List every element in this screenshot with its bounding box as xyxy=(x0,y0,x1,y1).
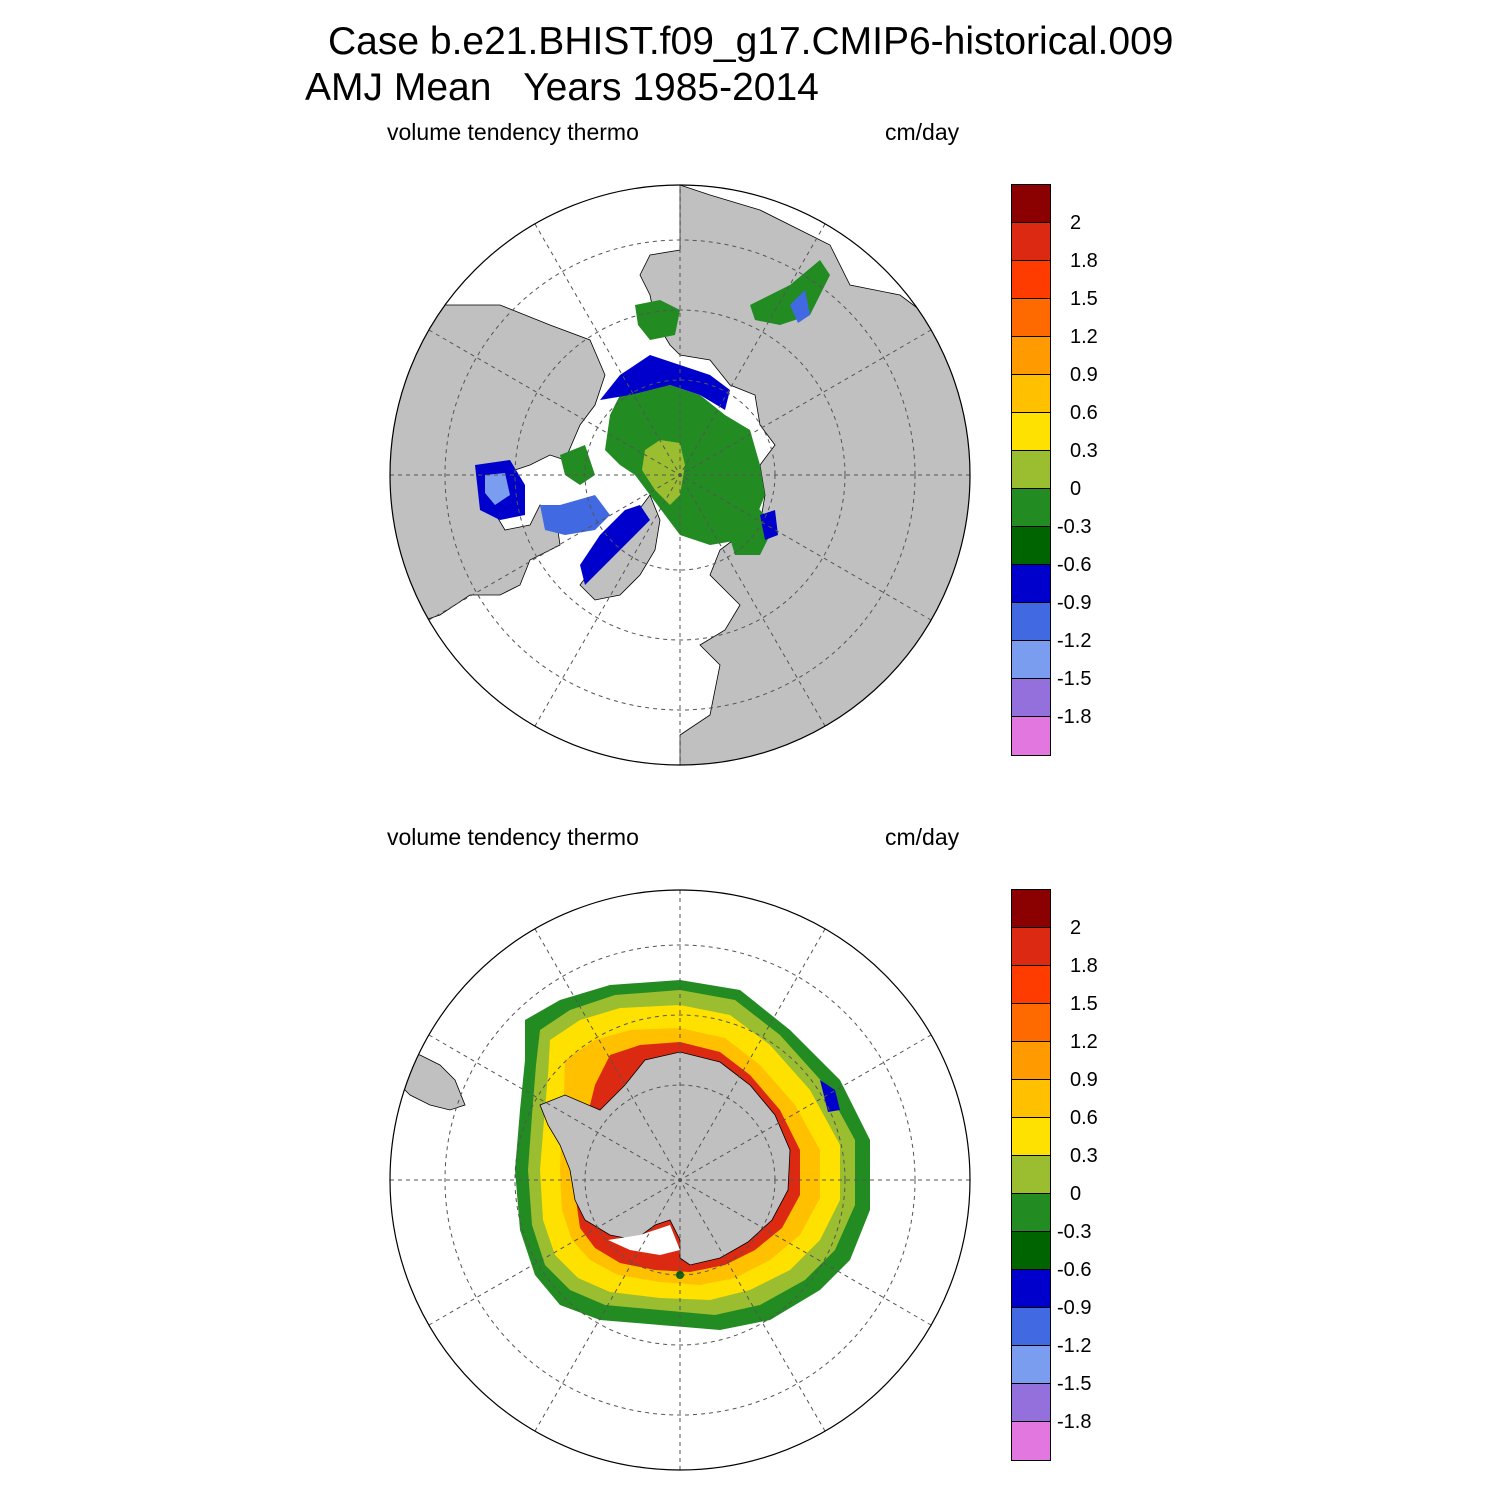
nh-map-border xyxy=(389,184,971,766)
south-colorbar-swatch xyxy=(1012,1042,1050,1080)
north-colorbar-tick-label: -1.5 xyxy=(1057,668,1092,690)
south-colorbar-tick-label: -1.2 xyxy=(1057,1335,1092,1357)
south-colorbar xyxy=(1011,889,1051,1461)
south-colorbar-swatch xyxy=(1012,1346,1050,1384)
north-colorbar-tick-label: 1.8 xyxy=(1070,250,1098,272)
south-colorbar-tick-label: -1.5 xyxy=(1057,1373,1092,1395)
nh-bering-green xyxy=(635,300,680,340)
sh-ice-blue-patch xyxy=(820,1080,840,1112)
south-colorbar-tick-label: 1.2 xyxy=(1070,1031,1098,1053)
south-colorbar-tick-label: 0.3 xyxy=(1070,1145,1098,1167)
sh-weddell-open-water xyxy=(608,1225,680,1255)
south-colorbar-tick-label: -0.9 xyxy=(1057,1297,1092,1319)
north-colorbar-swatch xyxy=(1012,375,1050,413)
north-colorbar-swatch xyxy=(1012,565,1050,603)
nh-hudson-bay-lightblue xyxy=(485,473,510,505)
north-colorbar-swatch xyxy=(1012,261,1050,299)
north-colorbar-tick-label: -1.2 xyxy=(1057,630,1092,652)
north-colorbar-tick-label: 0 xyxy=(1070,478,1082,500)
nh-barents-blue xyxy=(760,510,778,540)
north-colorbar-tick-label: -0.6 xyxy=(1057,554,1092,576)
north-colorbar-swatch xyxy=(1012,641,1050,679)
north-colorbar-swatch xyxy=(1012,489,1050,527)
north-colorbar-tick-label: 0.3 xyxy=(1070,440,1098,462)
nh-eurasia-land xyxy=(639,185,970,765)
nh-okhotsk-green xyxy=(750,260,830,325)
north-colorbar-swatch xyxy=(1012,337,1050,375)
sh-antarctica-land xyxy=(539,1051,791,1266)
south-colorbar-tick-label: 0.9 xyxy=(1070,1069,1098,1091)
sh-graticule xyxy=(390,890,970,1470)
south-colorbar-tick-label: -0.3 xyxy=(1057,1221,1092,1243)
north-colorbar-tick-label: -0.9 xyxy=(1057,592,1092,614)
north-panel-units-label: cm/day xyxy=(885,119,960,145)
north-colorbar-tick-label: 0.6 xyxy=(1070,402,1098,424)
north-colorbar-tick-label: -1.8 xyxy=(1057,706,1092,728)
nh-ice-blue-margin-1 xyxy=(600,355,730,410)
north-colorbar-swatches xyxy=(1011,184,1051,756)
north-polar-map xyxy=(389,184,971,766)
north-colorbar-tick-label: 1.2 xyxy=(1070,326,1098,348)
south-colorbar-tick-label: -0.6 xyxy=(1057,1259,1092,1281)
north-colorbar-swatch xyxy=(1012,185,1050,223)
north-colorbar-swatch xyxy=(1012,451,1050,489)
south-colorbar-swatch xyxy=(1012,1384,1050,1422)
south-colorbar-tick-label: -1.8 xyxy=(1057,1411,1092,1433)
south-panel-units-label: cm/day xyxy=(885,824,960,850)
south-colorbar-tick-label: 2 xyxy=(1070,917,1082,939)
south-colorbar-swatch xyxy=(1012,1232,1050,1270)
north-colorbar xyxy=(1011,184,1051,756)
south-panel-variable-label: volume tendency thermo xyxy=(387,824,639,850)
south-colorbar-swatch xyxy=(1012,1156,1050,1194)
south-colorbar-swatch xyxy=(1012,1118,1050,1156)
north-colorbar-swatch xyxy=(1012,717,1050,755)
sh-map-border xyxy=(389,889,971,1471)
south-polar-map xyxy=(389,889,971,1471)
north-colorbar-swatch xyxy=(1012,299,1050,337)
figure-title-line1: Case b.e21.BHIST.f09_g17.CMIP6-historica… xyxy=(328,20,1174,63)
north-colorbar-swatch xyxy=(1012,413,1050,451)
nh-graticule xyxy=(390,185,970,765)
nh-arctic-ice-lightgreen xyxy=(642,440,685,505)
south-colorbar-swatch xyxy=(1012,1270,1050,1308)
north-colorbar-tick-label: 2 xyxy=(1070,212,1082,234)
south-colorbar-swatch xyxy=(1012,890,1050,928)
south-colorbar-swatch xyxy=(1012,1080,1050,1118)
south-colorbar-tick-label: 1.8 xyxy=(1070,955,1098,977)
north-colorbar-swatch xyxy=(1012,679,1050,717)
south-colorbar-swatch xyxy=(1012,1308,1050,1346)
north-colorbar-tick-label: 0.9 xyxy=(1070,364,1098,386)
north-colorbar-tick-label: 1.5 xyxy=(1070,288,1098,310)
nh-ice-blue-margin-3 xyxy=(540,495,610,535)
south-colorbar-swatch xyxy=(1012,1422,1050,1460)
south-colorbar-swatch xyxy=(1012,1194,1050,1232)
south-colorbar-tick-label: 1.5 xyxy=(1070,993,1098,1015)
south-colorbar-swatches xyxy=(1011,889,1051,1461)
nh-okhotsk-blue xyxy=(790,290,810,323)
north-colorbar-tick-label: -0.3 xyxy=(1057,516,1092,538)
south-colorbar-swatch xyxy=(1012,928,1050,966)
south-colorbar-tick-label: 0.6 xyxy=(1070,1107,1098,1129)
north-colorbar-swatch xyxy=(1012,527,1050,565)
north-panel-variable-label: volume tendency thermo xyxy=(387,119,639,145)
north-colorbar-swatch xyxy=(1012,223,1050,261)
south-colorbar-tick-label: 0 xyxy=(1070,1183,1082,1205)
figure-title-line2: AMJ Mean Years 1985-2014 xyxy=(305,66,819,109)
south-colorbar-swatch xyxy=(1012,966,1050,1004)
nh-ice-blue-margin-2 xyxy=(580,505,650,585)
north-colorbar-swatch xyxy=(1012,603,1050,641)
south-colorbar-swatch xyxy=(1012,1004,1050,1042)
